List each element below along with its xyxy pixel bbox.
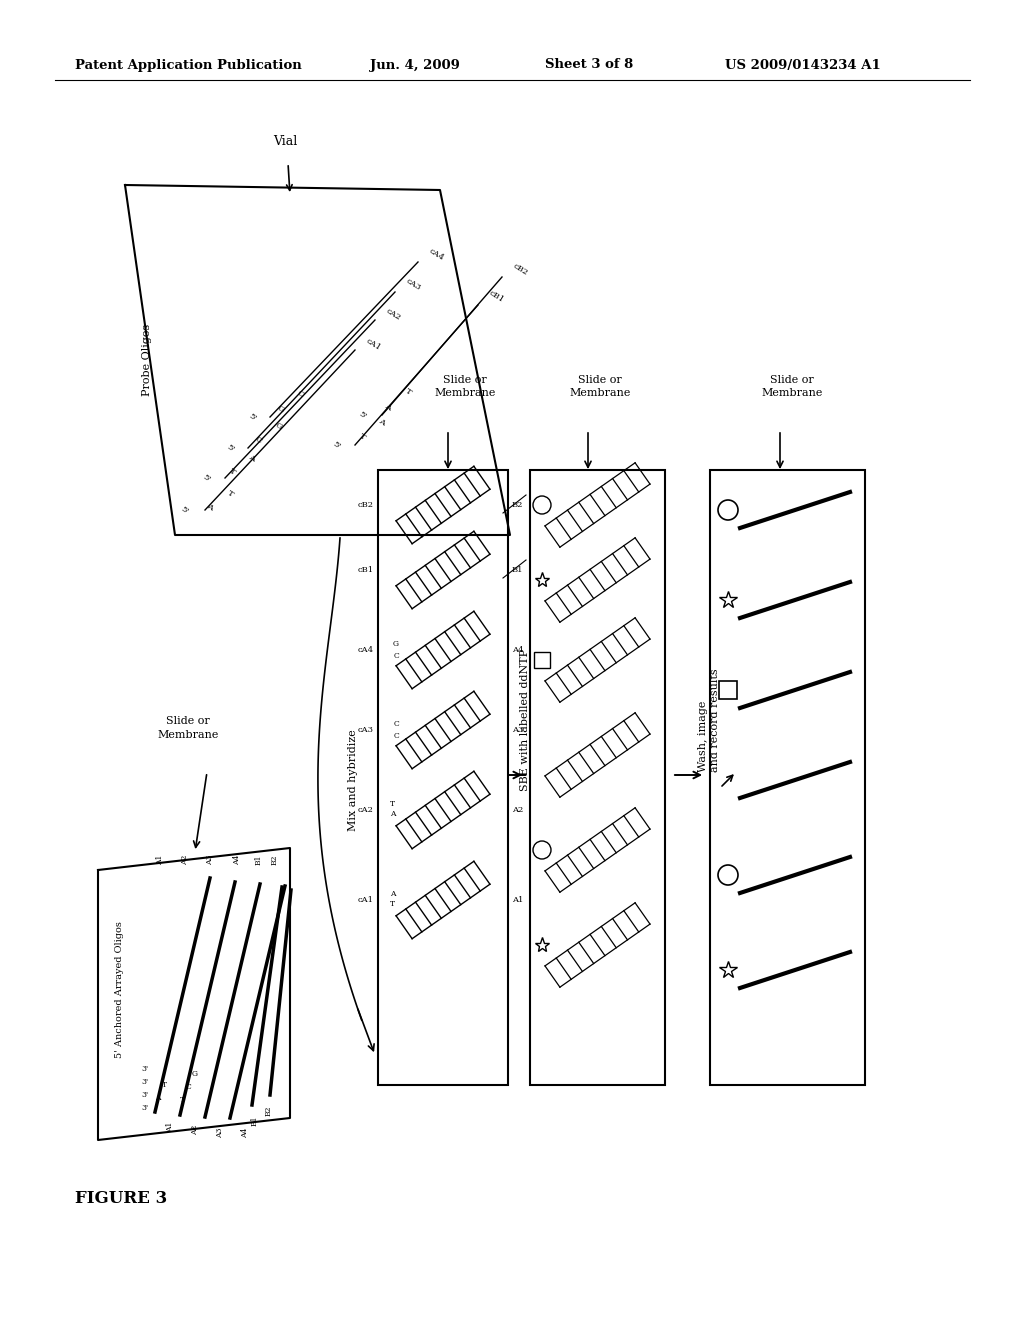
- Text: A4: A4: [512, 645, 523, 653]
- Text: B1: B1: [512, 566, 523, 574]
- Text: cB2: cB2: [512, 263, 529, 277]
- Text: US 2009/0143234 A1: US 2009/0143234 A1: [725, 58, 881, 71]
- Text: T: T: [225, 490, 234, 499]
- Text: cB1: cB1: [488, 289, 506, 305]
- Text: cA3: cA3: [406, 277, 423, 293]
- Text: cA2: cA2: [358, 807, 374, 814]
- Text: A: A: [156, 1094, 161, 1102]
- Text: T: T: [180, 1096, 185, 1104]
- Text: T: T: [390, 800, 395, 808]
- Text: A: A: [390, 810, 395, 818]
- Text: 3': 3': [141, 1065, 148, 1073]
- Text: A2: A2: [512, 807, 523, 814]
- Text: Slide or
Membrane: Slide or Membrane: [761, 375, 822, 399]
- Text: A1: A1: [512, 896, 523, 904]
- Text: 5' Anchored Arrayed Oligos: 5' Anchored Arrayed Oligos: [115, 921, 124, 1059]
- Text: 3': 3': [141, 1078, 148, 1086]
- Text: C: C: [295, 389, 305, 399]
- Text: T: T: [227, 467, 237, 477]
- Text: 3': 3': [141, 1092, 148, 1100]
- Bar: [710, 470, 865, 1085]
- Text: A1: A1: [156, 855, 164, 865]
- Text: cB2: cB2: [358, 502, 374, 510]
- Text: A: A: [206, 502, 215, 512]
- Text: G: G: [393, 640, 399, 648]
- Text: SBE with labelled ddNTP: SBE with labelled ddNTP: [520, 649, 530, 791]
- Text: Mix and hybridize: Mix and hybridize: [348, 729, 358, 830]
- Text: cA1: cA1: [365, 338, 383, 352]
- Text: A4: A4: [233, 855, 241, 865]
- Text: cA3: cA3: [358, 726, 374, 734]
- Text: Vial: Vial: [272, 135, 297, 148]
- Text: A2: A2: [191, 1125, 200, 1135]
- Text: T: T: [162, 1081, 167, 1089]
- Text: cA2: cA2: [385, 308, 402, 322]
- Text: Sheet 3 of 8: Sheet 3 of 8: [545, 58, 633, 71]
- Text: 3': 3': [141, 1104, 148, 1111]
- Text: A4: A4: [242, 1129, 250, 1138]
- Text: T: T: [390, 900, 395, 908]
- Text: Wash, image
and record results: Wash, image and record results: [698, 668, 720, 772]
- Text: G: G: [193, 1071, 198, 1078]
- Text: A1: A1: [167, 1122, 174, 1133]
- Text: 5': 5': [331, 440, 342, 450]
- Text: T: T: [357, 432, 367, 442]
- Text: B2: B2: [271, 855, 279, 865]
- Text: B2: B2: [264, 1105, 272, 1115]
- Text: cA4: cA4: [428, 247, 445, 263]
- Text: A: A: [390, 890, 395, 898]
- Text: Patent Application Publication: Patent Application Publication: [75, 58, 302, 71]
- Text: A: A: [377, 417, 387, 426]
- Text: Jun. 4, 2009: Jun. 4, 2009: [370, 58, 460, 71]
- Text: B2: B2: [512, 502, 523, 510]
- Text: B1: B1: [251, 1115, 259, 1126]
- Text: G: G: [273, 421, 283, 432]
- Text: Slide or
Membrane: Slide or Membrane: [434, 375, 496, 399]
- Text: C: C: [186, 1082, 191, 1092]
- Text: G: G: [275, 404, 285, 414]
- Text: cB1: cB1: [357, 566, 374, 574]
- Text: A2: A2: [181, 855, 189, 865]
- Text: 5': 5': [225, 442, 236, 454]
- Text: C: C: [393, 652, 399, 660]
- Text: C: C: [393, 719, 399, 729]
- Text: C: C: [393, 733, 399, 741]
- Text: Slide or
Membrane: Slide or Membrane: [569, 375, 631, 399]
- Bar: [530, 470, 665, 1085]
- Text: A3: A3: [512, 726, 523, 734]
- Text: cA1: cA1: [358, 896, 374, 904]
- Text: cA4: cA4: [357, 645, 374, 653]
- Text: 5': 5': [247, 412, 258, 422]
- Text: T: T: [403, 387, 413, 397]
- Text: A3: A3: [216, 1127, 224, 1138]
- Text: A3: A3: [206, 855, 214, 865]
- Bar: [378, 470, 508, 1085]
- Text: 5': 5': [357, 409, 368, 421]
- Text: Probe Oligos: Probe Oligos: [142, 323, 152, 396]
- Text: A: A: [383, 403, 392, 412]
- Text: Slide or
Membrane: Slide or Membrane: [158, 717, 219, 739]
- Text: FIGURE 3: FIGURE 3: [75, 1191, 167, 1206]
- Text: 5': 5': [179, 504, 190, 515]
- Text: C: C: [253, 434, 263, 445]
- Text: A: A: [248, 453, 257, 463]
- Text: B1: B1: [255, 855, 263, 865]
- Text: 5': 5': [201, 473, 212, 483]
